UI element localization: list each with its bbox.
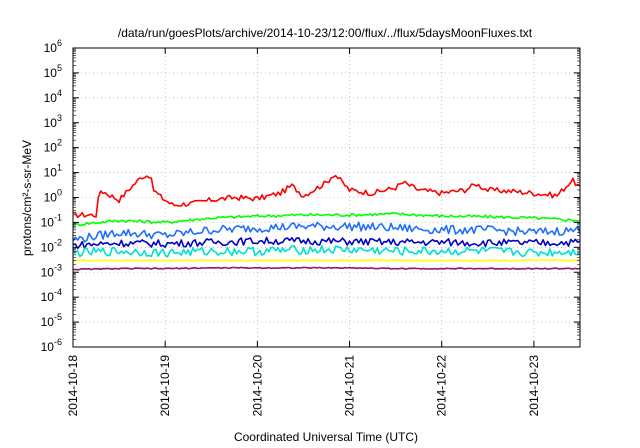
x-axis-label: Coordinated Universal Time (UTC) — [234, 430, 418, 444]
x-tick-label: 2014-10-18 — [66, 355, 80, 417]
y-tick-label: 100 — [44, 188, 62, 205]
y-axis: 10-6 10-5 10-4 10-3 10-2 10-1 100 101 102 103 104 1… — [41, 38, 580, 354]
x-tick-label: 2014-10-23 — [527, 355, 541, 417]
y-tick-label: 10-3 — [41, 262, 62, 279]
y-tick-label: 10-1 — [41, 212, 62, 229]
y-tick-label: 106 — [44, 38, 62, 55]
grid — [72, 48, 580, 347]
y-tick-label: 10-5 — [41, 312, 62, 329]
y-tick-label: 10-4 — [41, 287, 62, 304]
x-tick-label: 2014-10-22 — [435, 355, 449, 417]
x-tick-label: 2014-10-19 — [158, 355, 172, 417]
y-tick-label: 103 — [44, 113, 62, 130]
y-tick-label: 10-2 — [41, 237, 62, 254]
y-axis-label: protons/cm²-s-sr-MeV — [20, 140, 34, 256]
series-line-5 — [72, 245, 581, 258]
series-line-4 — [72, 236, 581, 250]
y-tick-label: 101 — [44, 163, 62, 180]
y-tick-label: 105 — [44, 63, 62, 80]
series-line-6 — [72, 258, 581, 262]
x-axis: 2014-10-18 2014-10-19 2014-10-20 2014-10-21… — [66, 48, 541, 416]
x-tick-label: 2014-10-21 — [343, 355, 357, 417]
x-tick-label: 2014-10-20 — [250, 355, 264, 417]
y-tick-label: 102 — [44, 138, 62, 155]
series-line-2 — [72, 212, 581, 227]
series-line-7 — [72, 266, 581, 271]
y-tick-label: 104 — [44, 88, 62, 105]
series-line-1 — [72, 174, 581, 219]
series-layer — [72, 174, 581, 271]
series-line-3 — [72, 221, 581, 243]
chart-title: /data/run/goesPlots/archive/2014-10-23/1… — [118, 26, 533, 40]
y-tick-label: 10-6 — [41, 337, 62, 354]
